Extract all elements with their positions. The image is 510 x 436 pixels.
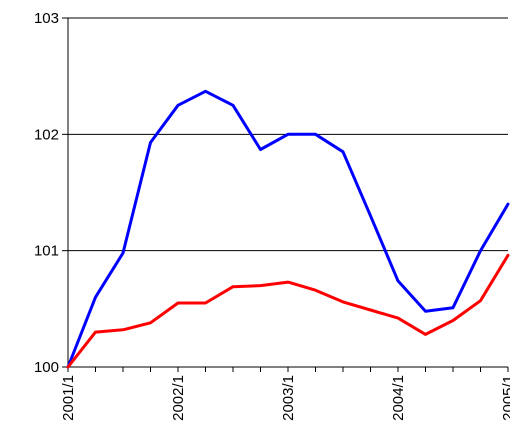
series-line-0 bbox=[66, 89, 510, 369]
axes bbox=[62, 17, 509, 372]
y-tick-label-100: 100 bbox=[34, 359, 59, 376]
tick-labels: 100 101 102 103 2001/1 2002/1 2003/1 2004/1 2005… bbox=[34, 10, 510, 421]
series-line-1 bbox=[66, 253, 510, 369]
x-tick-label-4: 2005/1 bbox=[500, 375, 510, 421]
x-tick-label-1: 2002/1 bbox=[170, 375, 187, 421]
y-tick-label-103: 103 bbox=[34, 10, 59, 27]
x-tick-label-0: 2001/1 bbox=[60, 375, 77, 421]
x-tick-label-2: 2003/1 bbox=[280, 375, 297, 421]
x-tick-label-3: 2004/1 bbox=[390, 375, 407, 421]
y-tick-label-102: 102 bbox=[34, 126, 59, 143]
gridlines bbox=[68, 17, 508, 368]
series-lines bbox=[66, 89, 510, 369]
y-tick-label-101: 101 bbox=[34, 243, 59, 260]
